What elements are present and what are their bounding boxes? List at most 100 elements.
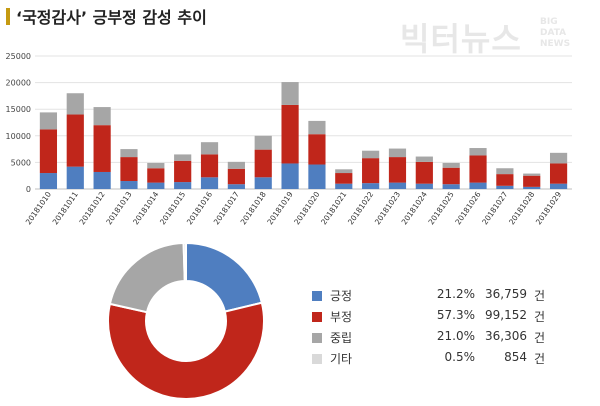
x-tick-label: 20181024 xyxy=(400,190,429,227)
bar-segment-neg xyxy=(469,155,487,183)
bar-segment-neu xyxy=(39,112,58,130)
bar-segment-neg xyxy=(523,175,541,187)
bar-segment-neg xyxy=(120,157,138,182)
legend-unit: 건 xyxy=(534,352,546,366)
bar-segment-neu xyxy=(174,154,192,161)
x-tick-label: 20181028 xyxy=(507,190,536,227)
logo-subtext: BIG DATA NEWS xyxy=(540,17,570,50)
donut-chart xyxy=(107,241,265,400)
x-tick-label: 20181018 xyxy=(239,190,268,227)
legend-percent: 21.2% xyxy=(436,287,475,301)
bar-segment-neg xyxy=(227,168,245,185)
legend-unit: 건 xyxy=(534,289,546,303)
legend-count: 36,306 xyxy=(485,329,527,343)
legend-swatch xyxy=(312,312,322,322)
legend-item: 부정 57.3% 99,152 건 xyxy=(312,308,546,329)
bar-segment-pos xyxy=(388,182,407,189)
bar-segment-neg xyxy=(39,129,58,174)
legend-count: 36,759 xyxy=(485,287,527,301)
bar-segment-pos xyxy=(120,181,138,189)
donut-slice xyxy=(185,241,264,313)
bar-segment-neg xyxy=(66,114,84,167)
bar-segment-neu xyxy=(335,169,353,174)
bar-segment-pos xyxy=(281,163,299,189)
donut-slice xyxy=(108,242,186,314)
title-accent-bar xyxy=(6,8,10,25)
bar-segment-neu xyxy=(66,93,84,115)
logo-sub-line: BIG xyxy=(540,17,558,27)
x-tick-label: 20181016 xyxy=(185,190,214,227)
bar-segment-neg xyxy=(174,160,192,183)
legend-unit: 건 xyxy=(534,310,546,324)
bar-segment-neg xyxy=(335,173,353,184)
legend-count: 99,152 xyxy=(485,308,527,322)
bar-segment-pos xyxy=(335,183,353,189)
bar-segment-neu xyxy=(200,142,219,155)
bar-segment-neg xyxy=(442,167,460,185)
legend-label: 중립 xyxy=(330,331,353,345)
legend-unit: 건 xyxy=(534,331,546,345)
bar-segment-neg xyxy=(549,163,568,184)
bar-segment-pos xyxy=(39,173,58,189)
bar-segment-pos xyxy=(93,171,111,189)
legend-percent: 0.5% xyxy=(444,350,476,364)
bar-segment-neg xyxy=(415,161,433,184)
bar-segment-neu xyxy=(496,168,514,175)
x-tick-label: 20181029 xyxy=(534,190,563,227)
x-tick-label: 20181022 xyxy=(346,190,375,227)
bar-segment-pos xyxy=(362,183,380,189)
legend-swatch xyxy=(312,354,322,364)
logo-text: 빅터뉴스 xyxy=(400,20,522,58)
bar-segment-pos xyxy=(66,166,84,189)
legend-swatch xyxy=(312,333,322,343)
bar-segment-neu xyxy=(415,156,433,162)
bar-segment-neu xyxy=(227,161,245,169)
x-tick-label: 20181017 xyxy=(212,190,241,227)
y-tick-label: 25000 xyxy=(6,52,31,61)
legend-item: 기타 0.5% 854 건 xyxy=(312,350,546,371)
bar-segment-neu xyxy=(308,120,326,135)
legend-percent: 21.0% xyxy=(436,329,475,343)
x-tick-label: 20181012 xyxy=(77,190,106,227)
donut-slice xyxy=(107,301,265,400)
bar-segment-neu xyxy=(120,149,138,158)
bar-segment-pos xyxy=(415,183,433,189)
bar-segment-pos xyxy=(227,184,245,189)
chart-title: ‘국정감사’ 긍부정 감성 추이 xyxy=(16,8,207,27)
legend-swatch xyxy=(312,291,322,301)
x-tick-label: 20181027 xyxy=(480,190,509,227)
x-tick-label: 20181011 xyxy=(51,190,80,227)
x-tick-label: 20181010 xyxy=(24,190,53,227)
bar-segment-neg xyxy=(308,134,326,165)
bar-segment-neu xyxy=(281,82,299,105)
bar-segment-pos xyxy=(174,182,192,189)
pie-legend: 긍정 21.2% 36,759 건 부정 57.3% 99,152 건 중립 2… xyxy=(312,287,546,371)
x-tick-label: 20181015 xyxy=(158,190,187,227)
x-tick-label: 20181020 xyxy=(292,190,321,227)
y-tick-label: 5000 xyxy=(11,158,31,167)
x-tick-label: 20181019 xyxy=(265,190,294,227)
logo-sub-line: NEWS xyxy=(540,39,571,49)
bar-segment-neg xyxy=(496,174,514,186)
legend-percent: 57.3% xyxy=(436,308,475,322)
stacked-bar-chart: 0500010000150002000025000201810102018101… xyxy=(6,52,572,227)
bar-segment-pos xyxy=(523,186,541,189)
x-tick-label: 20181023 xyxy=(373,190,402,227)
legend-item: 긍정 21.2% 36,759 건 xyxy=(312,287,546,308)
bar-segment-pos xyxy=(308,164,326,189)
y-tick-label: 0 xyxy=(26,185,31,194)
y-tick-label: 20000 xyxy=(6,79,31,88)
bar-segment-pos xyxy=(200,177,219,189)
legend-label: 부정 xyxy=(330,310,353,324)
y-tick-label: 15000 xyxy=(6,105,31,114)
bar-segment-neg xyxy=(200,154,219,178)
legend-count: 854 xyxy=(504,350,527,364)
bar-segment-pos xyxy=(442,184,460,189)
bar-segment-neg xyxy=(281,104,299,164)
bar-segment-neu xyxy=(254,135,272,150)
bar-segment-neu xyxy=(388,148,407,158)
y-tick-label: 10000 xyxy=(6,132,31,141)
legend-label: 긍정 xyxy=(330,289,353,303)
donut-slice xyxy=(182,241,187,283)
bar-segment-neg xyxy=(388,157,407,183)
